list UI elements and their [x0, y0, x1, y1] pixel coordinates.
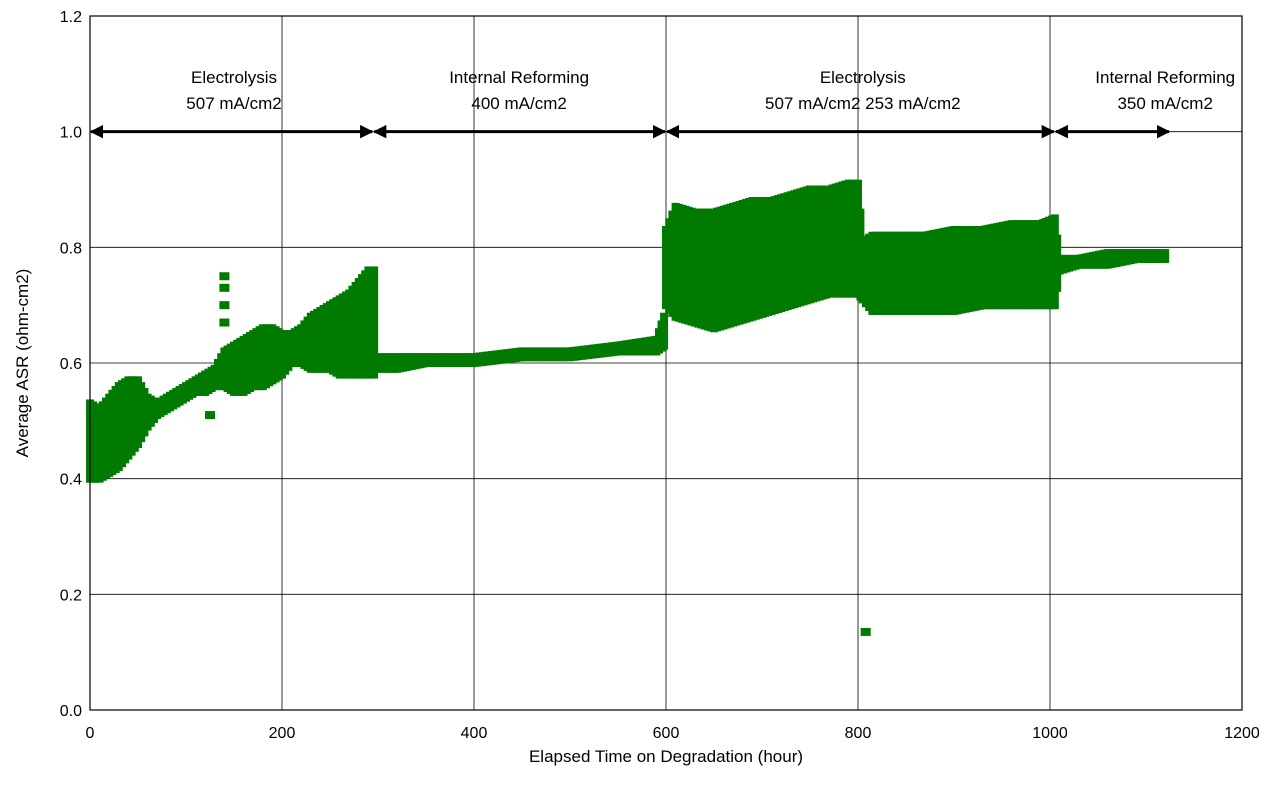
phase-annotations: Electrolysis 507 mA/cm2 Internal Reforming…: [89, 68, 1235, 139]
x-axis-label: Elapsed Time on Degradation (hour): [529, 747, 803, 766]
x-tick-label: 600: [653, 725, 680, 742]
y-tick-label: 0.6: [60, 356, 82, 373]
phase-annotation-text: Internal Reforming: [1095, 68, 1235, 87]
data-point-outlier: [219, 301, 230, 310]
data-point-outlier: [860, 627, 871, 636]
y-tick-label: 0.4: [60, 472, 82, 489]
y-tick-label: 0.2: [60, 587, 82, 604]
y-tick-label: 0.8: [60, 240, 82, 257]
x-tick-label: 0: [86, 725, 95, 742]
data-point: [370, 266, 379, 379]
phase-annotation-text: Electrolysis: [191, 68, 277, 87]
y-tick-label: 0.0: [60, 703, 82, 720]
y-tick-label: 1.2: [60, 9, 82, 26]
data-point: [660, 312, 669, 350]
phase-annotation-text: 400 mA/cm2: [471, 94, 566, 113]
plot-area-frame: [89, 15, 1243, 711]
phase-annotation-text: 507 mA/cm2: [186, 94, 281, 113]
x-tick-label: 200: [269, 725, 296, 742]
data-point-outlier: [219, 318, 230, 327]
phase-annotation-text: 507 mA/cm2 253 mA/cm2: [765, 94, 961, 113]
data-point: [1161, 249, 1170, 263]
data-point-outlier: [219, 283, 230, 292]
x-tick-label: 400: [461, 725, 488, 742]
axis-ticks: 0.0 0.2 0.4 0.6 0.8 1.0 1.2 0 200 400 600 800 1000 12…: [60, 9, 1260, 742]
data-points: [86, 179, 1170, 636]
x-tick-label: 1000: [1032, 725, 1068, 742]
data-point-outlier: [219, 272, 230, 281]
x-tick-label: 1200: [1224, 725, 1260, 742]
x-tick-label: 800: [845, 725, 872, 742]
y-axis-label: Average ASR (ohm-cm2): [13, 269, 32, 458]
data-point-outlier: [205, 411, 215, 420]
phase-annotation-text: Internal Reforming: [449, 68, 589, 87]
phase-annotation-text: 350 mA/cm2: [1117, 94, 1212, 113]
y-tick-label: 1.0: [60, 125, 82, 142]
phase-annotation-text: Electrolysis: [820, 68, 906, 87]
